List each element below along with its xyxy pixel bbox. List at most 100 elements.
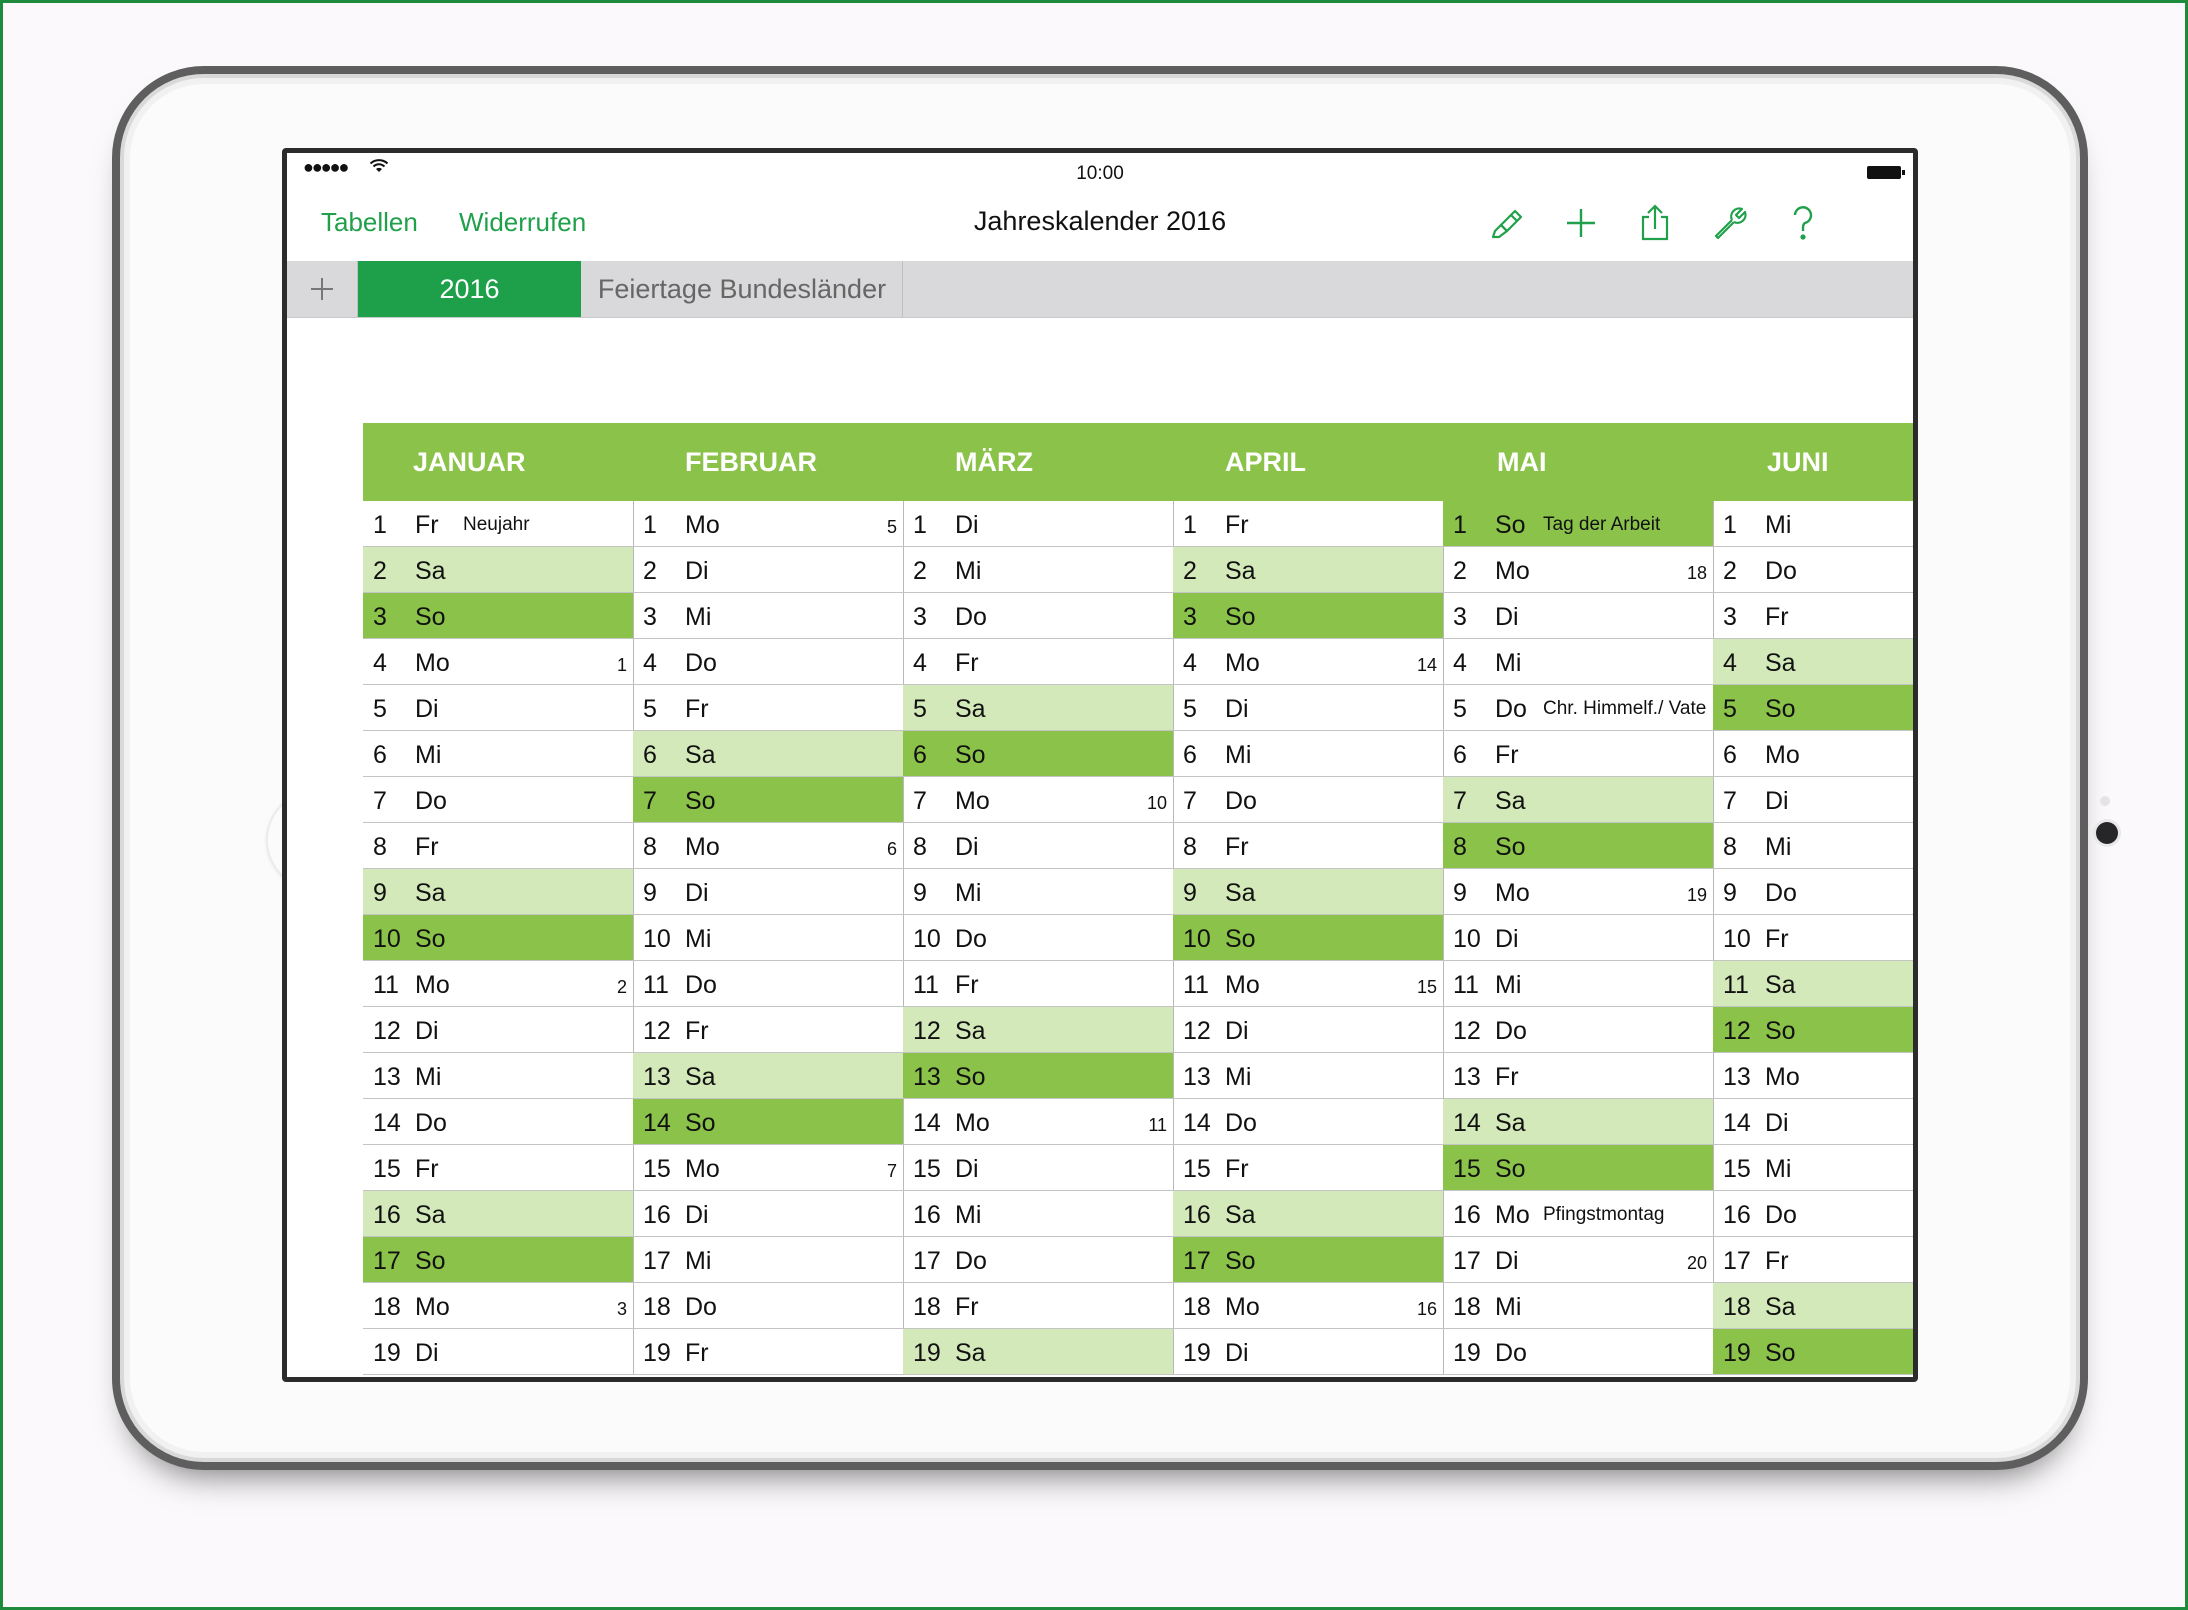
day-row[interactable]: 10 Fr: [1713, 915, 1913, 961]
day-row[interactable]: 11 Mo 2: [363, 961, 633, 1007]
day-row[interactable]: 3 So: [363, 593, 633, 639]
day-row[interactable]: 8 Di: [903, 823, 1173, 869]
day-row[interactable]: 4 Fr: [903, 639, 1173, 685]
day-row[interactable]: 13 Mo: [1713, 1053, 1913, 1099]
day-row[interactable]: 11 Mo 15: [1173, 961, 1443, 1007]
day-row[interactable]: 18 Mi: [1443, 1283, 1713, 1329]
day-row[interactable]: 10 Do: [903, 915, 1173, 961]
day-row[interactable]: 12 Di: [1173, 1007, 1443, 1053]
day-row[interactable]: 2 Mi: [903, 547, 1173, 593]
tab-feiertage-bundeslaender[interactable]: Feiertage Bundesländer: [582, 261, 903, 317]
day-row[interactable]: 9 Sa: [363, 869, 633, 915]
day-row[interactable]: 4 Sa: [1713, 639, 1913, 685]
day-row[interactable]: 19 Fr: [633, 1329, 903, 1375]
tabellen-button[interactable]: Tabellen: [321, 207, 418, 237]
day-row[interactable]: 1 Di: [903, 501, 1173, 547]
widerrufen-button[interactable]: Widerrufen: [459, 207, 587, 237]
wrench-icon[interactable]: [1707, 203, 1751, 243]
add-sheet-button[interactable]: [287, 261, 358, 317]
day-row[interactable]: 2 Di: [633, 547, 903, 593]
day-row[interactable]: 4 Mo 1: [363, 639, 633, 685]
day-row[interactable]: 3 So: [1173, 593, 1443, 639]
share-icon[interactable]: [1633, 203, 1677, 243]
day-row[interactable]: 15 Mi: [1713, 1145, 1913, 1191]
day-row[interactable]: 10 Di: [1443, 915, 1713, 961]
day-row[interactable]: 3 Fr: [1713, 593, 1913, 639]
day-row[interactable]: 5 Do Chr. Himmelf./ Vate: [1443, 685, 1713, 731]
day-row[interactable]: 9 Mi: [903, 869, 1173, 915]
day-row[interactable]: 8 So: [1443, 823, 1713, 869]
day-row[interactable]: 17 Do: [903, 1237, 1173, 1283]
day-row[interactable]: 17 So: [1173, 1237, 1443, 1283]
day-row[interactable]: 16 Sa: [363, 1191, 633, 1237]
day-row[interactable]: 17 Di 20: [1443, 1237, 1713, 1283]
day-row[interactable]: 14 Do: [1173, 1099, 1443, 1145]
day-row[interactable]: 12 Do: [1443, 1007, 1713, 1053]
day-row[interactable]: 13 Sa: [633, 1053, 903, 1099]
day-row[interactable]: 3 Mi: [633, 593, 903, 639]
day-row[interactable]: 7 Mo 10: [903, 777, 1173, 823]
day-row[interactable]: 10 So: [1173, 915, 1443, 961]
day-row[interactable]: 13 Mi: [1173, 1053, 1443, 1099]
day-row[interactable]: 4 Do: [633, 639, 903, 685]
day-row[interactable]: 2 Mo 18: [1443, 547, 1713, 593]
day-row[interactable]: 16 Di: [633, 1191, 903, 1237]
day-row[interactable]: 5 Fr: [633, 685, 903, 731]
day-row[interactable]: 7 Di: [1713, 777, 1913, 823]
day-row[interactable]: 8 Mi: [1713, 823, 1913, 869]
tab-2016[interactable]: 2016: [358, 261, 581, 317]
day-row[interactable]: 11 Mi: [1443, 961, 1713, 1007]
day-row[interactable]: 12 So: [1713, 1007, 1913, 1053]
help-icon[interactable]: [1781, 203, 1825, 243]
day-row[interactable]: 9 Di: [633, 869, 903, 915]
day-row[interactable]: 8 Fr: [363, 823, 633, 869]
day-row[interactable]: 9 Mo 19: [1443, 869, 1713, 915]
day-row[interactable]: 14 Sa: [1443, 1099, 1713, 1145]
day-row[interactable]: 10 So: [363, 915, 633, 961]
day-row[interactable]: 16 Mi: [903, 1191, 1173, 1237]
day-row[interactable]: 16 Sa: [1173, 1191, 1443, 1237]
day-row[interactable]: 19 Sa: [903, 1329, 1173, 1375]
day-row[interactable]: 2 Sa: [363, 547, 633, 593]
day-row[interactable]: 6 Mi: [1173, 731, 1443, 777]
day-row[interactable]: 15 Mo 7: [633, 1145, 903, 1191]
day-row[interactable]: 7 Do: [363, 777, 633, 823]
day-row[interactable]: 6 Fr: [1443, 731, 1713, 777]
day-row[interactable]: 2 Sa: [1173, 547, 1443, 593]
day-row[interactable]: 5 So: [1713, 685, 1913, 731]
day-row[interactable]: 17 Mi: [633, 1237, 903, 1283]
day-row[interactable]: 12 Fr: [633, 1007, 903, 1053]
day-row[interactable]: 6 Mi: [363, 731, 633, 777]
day-row[interactable]: 13 Fr: [1443, 1053, 1713, 1099]
day-row[interactable]: 6 Mo: [1713, 731, 1913, 777]
day-row[interactable]: 15 Fr: [363, 1145, 633, 1191]
day-row[interactable]: 5 Sa: [903, 685, 1173, 731]
day-row[interactable]: 15 Di: [903, 1145, 1173, 1191]
day-row[interactable]: 9 Sa: [1173, 869, 1443, 915]
day-row[interactable]: 19 Di: [363, 1329, 633, 1375]
day-row[interactable]: 1 Fr: [1173, 501, 1443, 547]
day-row[interactable]: 16 Mo Pfingstmontag: [1443, 1191, 1713, 1237]
day-row[interactable]: 8 Fr: [1173, 823, 1443, 869]
day-row[interactable]: 19 Di: [1173, 1329, 1443, 1375]
day-row[interactable]: 14 Mo 11: [903, 1099, 1173, 1145]
day-row[interactable]: 4 Mi: [1443, 639, 1713, 685]
brush-icon[interactable]: [1485, 203, 1529, 243]
day-row[interactable]: 1 So Tag der Arbeit: [1443, 501, 1713, 547]
day-row[interactable]: 14 So: [633, 1099, 903, 1145]
day-row[interactable]: 11 Do: [633, 961, 903, 1007]
day-row[interactable]: 19 Do: [1443, 1329, 1713, 1375]
day-row[interactable]: 11 Sa: [1713, 961, 1913, 1007]
day-row[interactable]: 5 Di: [363, 685, 633, 731]
plus-icon[interactable]: [1559, 203, 1603, 243]
day-row[interactable]: 18 Mo 16: [1173, 1283, 1443, 1329]
day-row[interactable]: 10 Mi: [633, 915, 903, 961]
day-row[interactable]: 9 Do: [1713, 869, 1913, 915]
day-row[interactable]: 7 So: [633, 777, 903, 823]
day-row[interactable]: 7 Sa: [1443, 777, 1713, 823]
day-row[interactable]: 2 Do: [1713, 547, 1913, 593]
day-row[interactable]: 8 Mo 6: [633, 823, 903, 869]
day-row[interactable]: 18 Sa: [1713, 1283, 1913, 1329]
day-row[interactable]: 1 Mi: [1713, 501, 1913, 547]
day-row[interactable]: 13 Mi: [363, 1053, 633, 1099]
